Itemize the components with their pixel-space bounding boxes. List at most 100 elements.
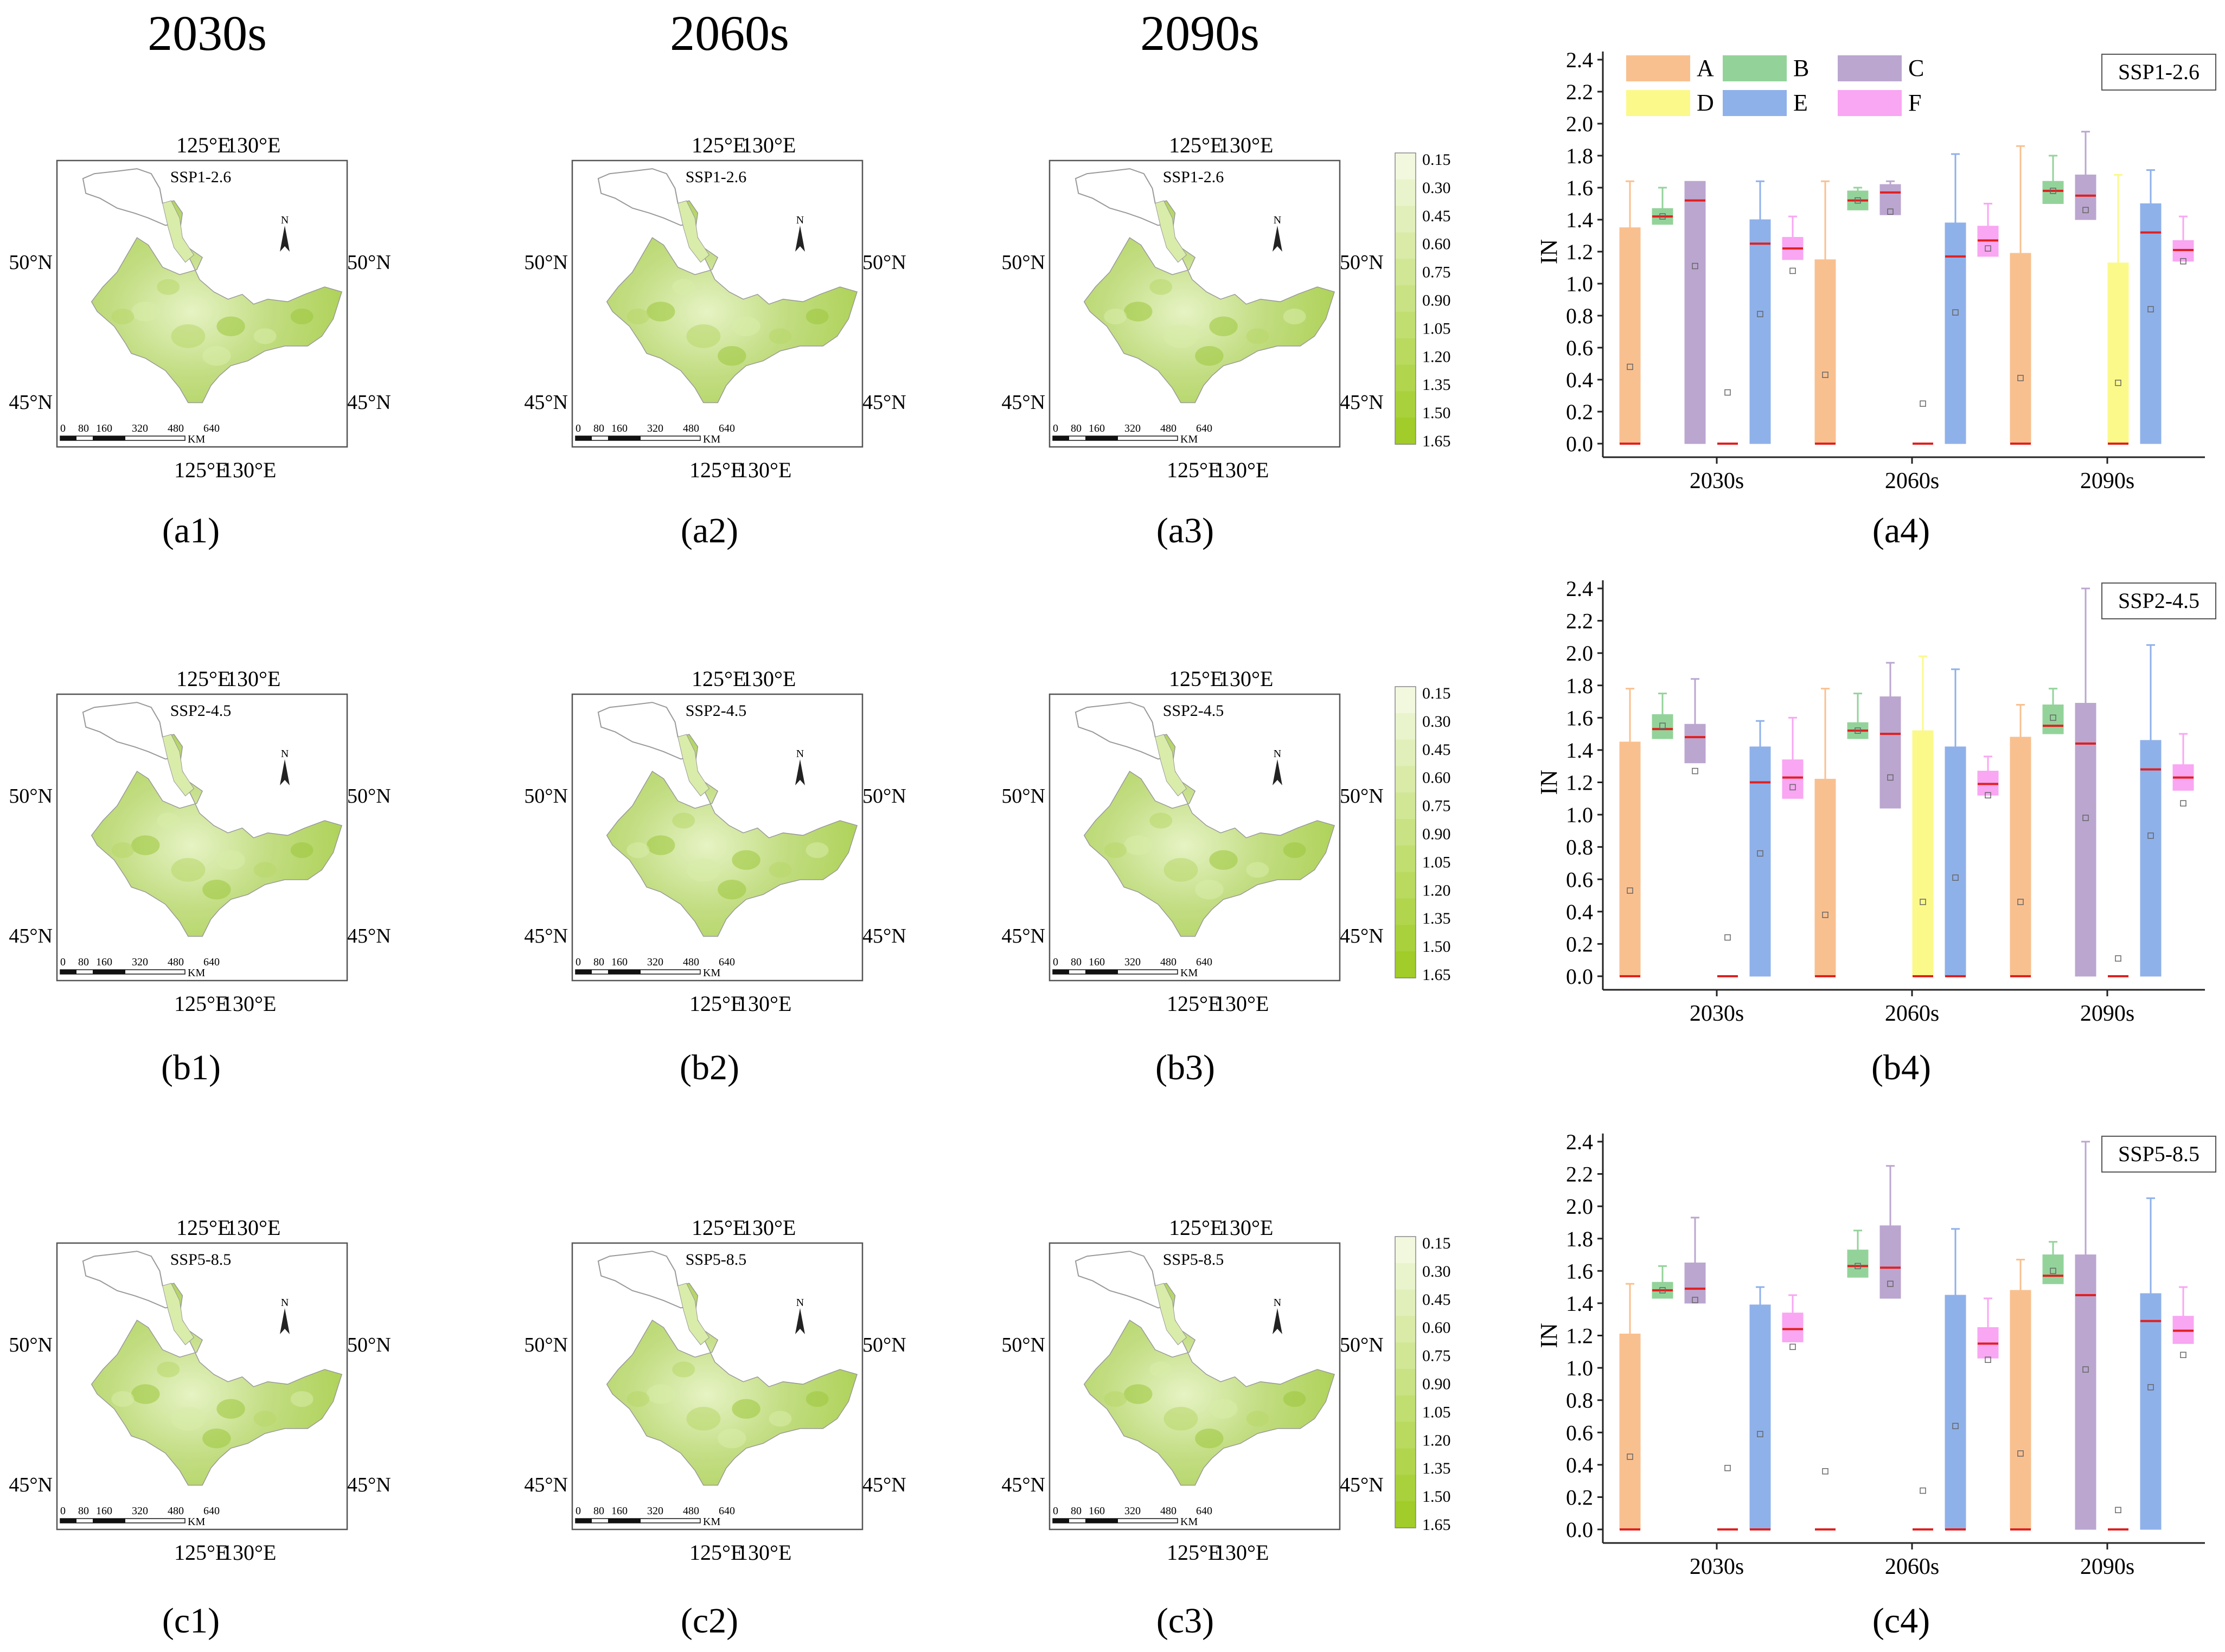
box-A xyxy=(1814,779,1836,977)
chart-title-box xyxy=(2101,1136,2216,1173)
map-shade-spot xyxy=(1246,862,1269,878)
scalebar-tick: 80 xyxy=(78,422,89,434)
colorbar-frame xyxy=(1395,152,1416,445)
mean-marker-C xyxy=(2082,815,2089,821)
colorbar-label: 0.15 xyxy=(1422,1234,1451,1252)
panel-label-a3: (a3) xyxy=(1156,511,1214,550)
colorbar-label: 0.30 xyxy=(1422,713,1451,731)
colorbar-swatch xyxy=(1395,925,1416,952)
legend-swatch-E xyxy=(1723,90,1787,116)
y-tick-label: 0.6 xyxy=(1566,1420,1593,1445)
scalebar-tick: 80 xyxy=(593,956,604,968)
mean-marker-B xyxy=(2050,714,2056,721)
box-B xyxy=(2042,1254,2064,1284)
y-tick-label: 0.4 xyxy=(1566,900,1593,924)
legend-label-B: B xyxy=(1793,55,1809,81)
scalebar-unit: KM xyxy=(1180,1516,1198,1528)
scenario-title: SSP5-8.5 xyxy=(1163,1251,1224,1269)
x-tick-label: 2060s xyxy=(1885,469,1939,494)
scalebar-tick: 160 xyxy=(1089,422,1105,434)
chart-SSP2-4.5: 0.0 0.2 0.4 0.6 0.8 1.0 1.2 1.4 1.6 1.8 2.0 2.2 2.4 I… xyxy=(1536,577,2216,1026)
map-region-strip xyxy=(1155,734,1187,797)
colorbar-label: 0.75 xyxy=(1422,1347,1451,1365)
map-shade-spot xyxy=(805,1391,829,1407)
lon-bottom-label: 125°E xyxy=(174,458,228,482)
y-tick-label: 1.2 xyxy=(1566,1324,1593,1348)
y-tick-label: 0.2 xyxy=(1566,932,1593,956)
colorbar-swatch xyxy=(1395,1448,1416,1476)
scalebar-tick: 0 xyxy=(576,956,581,968)
box-B xyxy=(2042,181,2064,204)
colorbar-label: 0.60 xyxy=(1422,235,1451,253)
legend-swatch-D xyxy=(1626,90,1690,116)
mean-marker-D xyxy=(1724,389,1731,396)
map-panel-r1-c3: 125°E130°E125°E130°E50°N45°N50°N45°NSSP1… xyxy=(1001,133,1383,482)
lat-right-label: 50°N xyxy=(1340,251,1384,274)
colorbar-swatch xyxy=(1395,418,1416,445)
scalebar-tick: 480 xyxy=(683,422,699,434)
lon-bottom-label: 130°E xyxy=(222,1540,276,1565)
y-tick-label: 0.8 xyxy=(1566,835,1593,860)
north-arrow-icon xyxy=(280,1308,290,1334)
map-shade-spot xyxy=(1149,812,1173,829)
colorbar-swatch xyxy=(1395,1395,1416,1423)
scalebar-tick: 160 xyxy=(96,1505,112,1517)
map-shade-spot xyxy=(1283,308,1306,325)
scalebar-tick: 480 xyxy=(168,1505,184,1517)
box-E xyxy=(2140,1293,2162,1530)
mean-marker-E xyxy=(1757,311,1763,317)
lat-left-label: 50°N xyxy=(524,251,568,274)
map-region-shaded xyxy=(91,734,343,937)
legend-label-A: A xyxy=(1697,55,1714,81)
legend-swatch-C xyxy=(1838,55,1902,81)
y-tick-label: 1.8 xyxy=(1566,144,1593,168)
lat-right-label: 45°N xyxy=(347,391,391,414)
y-tick-label: 1.6 xyxy=(1566,1259,1593,1283)
lon-bottom-label: 130°E xyxy=(222,458,276,482)
colorbar-swatch xyxy=(1395,845,1416,873)
scenario-title: SSP2-4.5 xyxy=(170,702,232,720)
lat-left-label: 45°N xyxy=(9,391,53,414)
scalebar-tick: 80 xyxy=(1071,956,1082,968)
box-C xyxy=(2075,703,2096,977)
map-region-shaded xyxy=(91,1283,343,1486)
map-shade-spot xyxy=(1104,1391,1127,1407)
y-tick-label: 2.0 xyxy=(1566,112,1593,136)
lon-bottom-label: 125°E xyxy=(174,991,228,1016)
colorbar-label: 1.65 xyxy=(1422,1516,1451,1534)
box-C xyxy=(1684,1262,1706,1304)
lon-bottom-label: 125°E xyxy=(1167,458,1221,482)
map-panel-r2-c3: 125°E130°E125°E130°E50°N45°N50°N45°NSSP2… xyxy=(1001,667,1383,1016)
panel-label-a2: (a2) xyxy=(681,511,738,550)
lon-bottom-label: 130°E xyxy=(222,991,276,1016)
map-shade-spot xyxy=(1209,850,1238,870)
legend-swatch-A xyxy=(1626,55,1690,81)
mean-marker-A xyxy=(1822,1468,1828,1475)
y-tick-label: 2.2 xyxy=(1566,1162,1593,1187)
y-tick-label: 0.0 xyxy=(1566,1517,1593,1542)
scalebar-tick: 320 xyxy=(647,956,663,968)
scalebar-tick: 160 xyxy=(96,422,112,434)
box-C xyxy=(1684,181,1706,444)
mean-marker-E xyxy=(1757,850,1763,857)
colorbar-label: 0.90 xyxy=(1422,1375,1451,1393)
scalebar-segment xyxy=(576,1519,592,1523)
north-label: N xyxy=(796,214,804,226)
scalebar-tick: 0 xyxy=(576,1505,581,1517)
north-label: N xyxy=(281,214,289,226)
box-A xyxy=(2010,253,2031,444)
scalebar-segment xyxy=(608,1519,641,1523)
scalebar-segment xyxy=(1053,436,1069,440)
scalebar-tick: 0 xyxy=(60,956,66,968)
colorbar-label: 0.45 xyxy=(1422,207,1451,225)
y-tick-label: 0.0 xyxy=(1566,432,1593,456)
map-shade-spot xyxy=(290,1391,314,1407)
lat-right-label: 45°N xyxy=(1340,391,1384,414)
map-shade-spot xyxy=(202,1429,231,1449)
colorbar-swatch xyxy=(1395,1475,1416,1502)
north-arrow-icon xyxy=(795,1308,805,1334)
colorbar-swatch xyxy=(1395,1263,1416,1290)
lat-right-label: 50°N xyxy=(347,1334,391,1356)
colorbar-label: 0.30 xyxy=(1422,179,1451,197)
scalebar-tick: 480 xyxy=(168,956,184,968)
